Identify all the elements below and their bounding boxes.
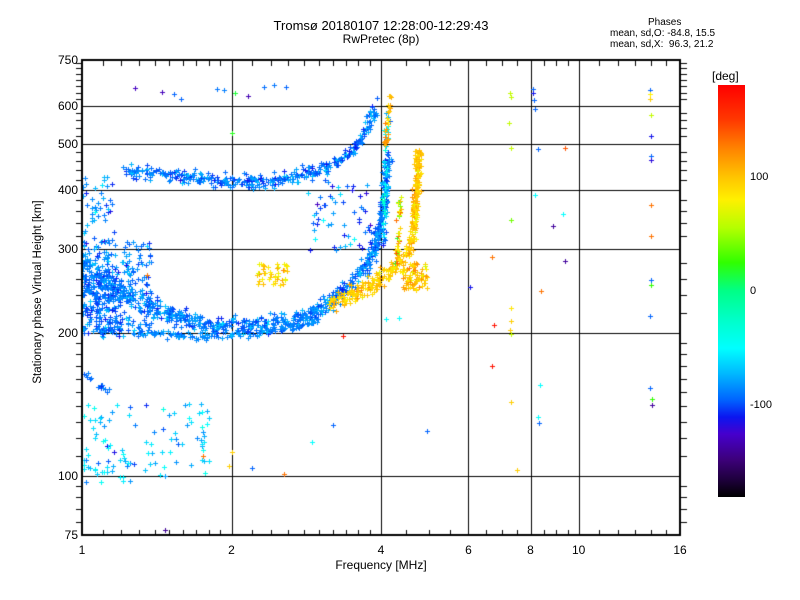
y-tick-label-500: 500 [57,136,78,151]
colorbar-tick-label--100: -100 [750,399,773,412]
phase-colorbar [718,85,745,497]
y-tick-label-400: 400 [57,182,78,197]
x-tick-label-2: 2 [228,543,235,557]
y-tick-label-750: 750 [57,53,78,67]
x-tick-label-6: 6 [465,543,472,557]
x-tick-label-16: 16 [673,543,687,557]
page-title: Tromsø 20180107 12:28:00-12:29:43 [273,18,489,33]
x-axis-label: Frequency [MHz] [335,558,427,572]
y-tick-label-300: 300 [57,242,78,257]
phases-mean-sd-o: mean, sd,O: -84.8, 15.5 [610,28,716,39]
colorbar-tick-label-100: 100 [750,170,769,183]
y-tick-label-200: 200 [57,325,78,340]
phases-heading: Phases [648,17,682,28]
colorbar-tick-label-0: 0 [750,285,757,297]
x-tick-label-8: 8 [527,543,534,557]
y-tick-label-75: 75 [64,528,78,542]
colorbar-unit-label: [deg] [712,69,739,83]
y-tick-label-600: 600 [57,99,78,114]
y-tick-label-100: 100 [57,468,78,483]
x-tick-label-4: 4 [377,543,385,557]
x-tick-label-1: 1 [78,543,86,557]
plot-subtitle: RwPretec (8p) [342,32,420,46]
phases-mean-sd-x: mean, sd,X: 96.3, 21.2 [610,39,714,50]
x-tick-label-10: 10 [571,543,586,557]
